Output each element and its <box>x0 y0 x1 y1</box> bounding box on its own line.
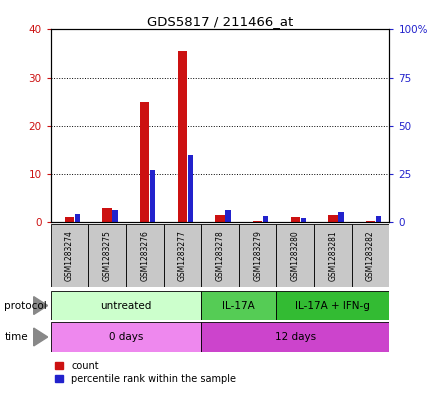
Bar <box>201 224 239 287</box>
Text: 0 days: 0 days <box>109 332 143 342</box>
Bar <box>263 216 268 222</box>
Text: GSM1283281: GSM1283281 <box>328 230 337 281</box>
Bar <box>276 224 314 287</box>
Text: 12 days: 12 days <box>275 332 316 342</box>
Bar <box>150 170 155 222</box>
Bar <box>276 291 389 320</box>
Bar <box>51 291 201 320</box>
Bar <box>188 154 193 222</box>
Text: IL-17A: IL-17A <box>223 301 255 310</box>
Bar <box>51 224 88 287</box>
Bar <box>253 220 262 222</box>
Bar <box>103 208 112 222</box>
Bar <box>201 291 276 320</box>
Bar <box>113 211 117 222</box>
Bar <box>301 218 306 222</box>
Bar <box>75 214 80 222</box>
Text: GSM1283278: GSM1283278 <box>216 230 224 281</box>
Text: GSM1283274: GSM1283274 <box>65 230 74 281</box>
Text: GSM1283277: GSM1283277 <box>178 230 187 281</box>
Bar <box>65 217 74 222</box>
Bar <box>352 224 389 287</box>
Polygon shape <box>34 297 48 314</box>
Text: GSM1283275: GSM1283275 <box>103 230 112 281</box>
Bar <box>164 224 201 287</box>
Bar <box>88 224 126 287</box>
Title: GDS5817 / 211466_at: GDS5817 / 211466_at <box>147 15 293 28</box>
Text: GSM1283282: GSM1283282 <box>366 230 375 281</box>
Bar <box>328 215 337 222</box>
Text: protocol: protocol <box>4 301 47 310</box>
Bar <box>290 217 300 222</box>
Bar <box>140 102 150 222</box>
Bar <box>314 224 352 287</box>
Bar <box>338 212 344 222</box>
Text: GSM1283276: GSM1283276 <box>140 230 149 281</box>
Text: untreated: untreated <box>100 301 151 310</box>
Bar <box>215 215 225 222</box>
Bar <box>366 220 375 222</box>
Polygon shape <box>34 328 48 346</box>
Bar <box>126 224 164 287</box>
Bar <box>225 211 231 222</box>
Bar <box>376 216 381 222</box>
Text: time: time <box>4 332 28 342</box>
Bar <box>178 51 187 222</box>
Text: GSM1283280: GSM1283280 <box>291 230 300 281</box>
Bar <box>201 322 389 352</box>
Legend: count, percentile rank within the sample: count, percentile rank within the sample <box>55 361 236 384</box>
Text: IL-17A + IFN-g: IL-17A + IFN-g <box>296 301 370 310</box>
Bar <box>239 224 276 287</box>
Text: GSM1283279: GSM1283279 <box>253 230 262 281</box>
Bar <box>51 322 201 352</box>
